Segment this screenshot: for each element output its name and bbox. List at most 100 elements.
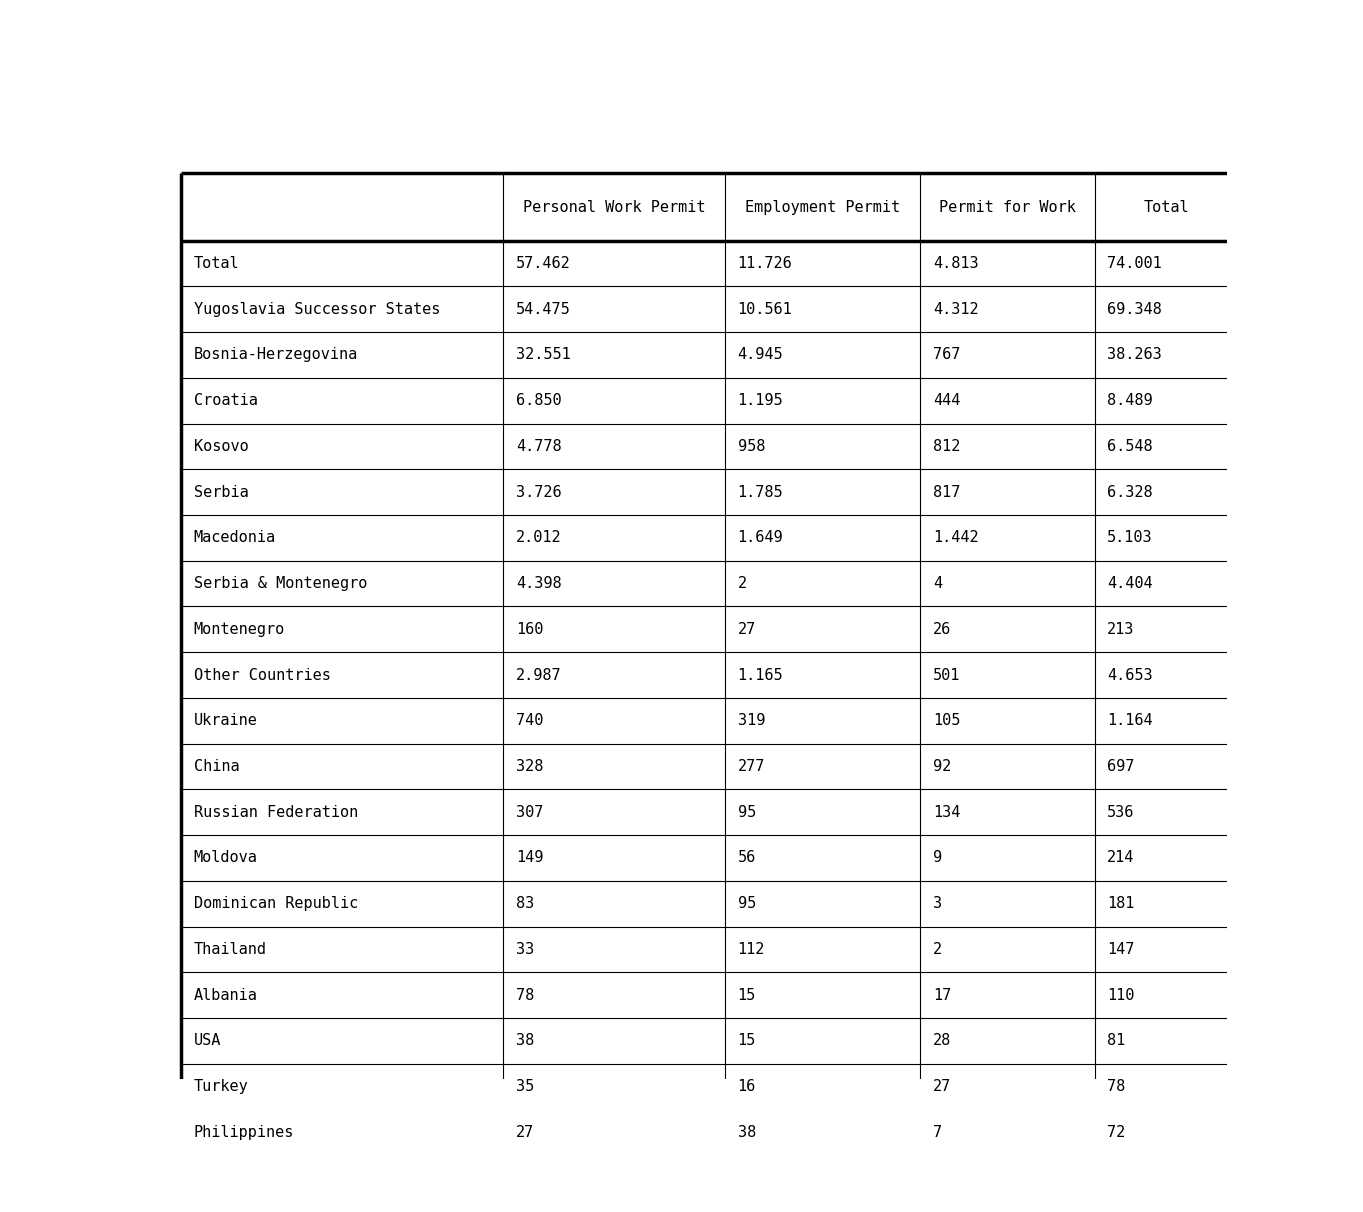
Text: 319: 319 — [737, 714, 765, 728]
Text: 4.778: 4.778 — [515, 439, 562, 454]
Text: 3.726: 3.726 — [515, 485, 562, 499]
Text: 10.561: 10.561 — [737, 302, 792, 316]
Text: Permit for Work: Permit for Work — [939, 200, 1075, 215]
Text: 4.653: 4.653 — [1107, 668, 1153, 682]
Text: 105: 105 — [934, 714, 961, 728]
Text: 28: 28 — [934, 1034, 951, 1048]
Text: 444: 444 — [934, 393, 961, 408]
Text: 149: 149 — [515, 851, 544, 865]
Text: 27: 27 — [934, 1079, 951, 1094]
Text: 38: 38 — [737, 1125, 756, 1139]
Text: 92: 92 — [934, 759, 951, 774]
Text: 812: 812 — [934, 439, 961, 454]
Text: China: China — [194, 759, 240, 774]
Text: Total: Total — [194, 256, 240, 271]
Text: 81: 81 — [1107, 1034, 1126, 1048]
Text: 767: 767 — [934, 348, 961, 362]
Text: 740: 740 — [515, 714, 544, 728]
Text: Total: Total — [1144, 200, 1189, 215]
Text: 78: 78 — [515, 988, 534, 1002]
Text: 3: 3 — [934, 896, 942, 911]
Text: Bosnia-Herzegovina: Bosnia-Herzegovina — [194, 348, 358, 362]
Text: 78: 78 — [1107, 1079, 1126, 1094]
Text: Philippines: Philippines — [194, 1125, 294, 1139]
Text: Albania: Albania — [194, 988, 258, 1002]
Text: 15: 15 — [737, 988, 756, 1002]
Text: 26: 26 — [934, 622, 951, 636]
Text: 4: 4 — [934, 576, 942, 591]
Text: Thailand: Thailand — [194, 942, 267, 957]
Text: 4.404: 4.404 — [1107, 576, 1153, 591]
Text: 7: 7 — [934, 1125, 942, 1139]
Text: Yugoslavia Successor States: Yugoslavia Successor States — [194, 302, 440, 316]
Text: 4.945: 4.945 — [737, 348, 784, 362]
Text: Moldova: Moldova — [194, 851, 258, 865]
Text: 72: 72 — [1107, 1125, 1126, 1139]
Text: 1.165: 1.165 — [737, 668, 784, 682]
Text: 501: 501 — [934, 668, 961, 682]
Text: 277: 277 — [737, 759, 765, 774]
Text: 2.987: 2.987 — [515, 668, 562, 682]
Text: 147: 147 — [1107, 942, 1135, 957]
Text: Serbia & Montenegro: Serbia & Montenegro — [194, 576, 367, 591]
Text: Ukraine: Ukraine — [194, 714, 258, 728]
Text: 328: 328 — [515, 759, 544, 774]
Text: 27: 27 — [737, 622, 756, 636]
Text: Kosovo: Kosovo — [194, 439, 248, 454]
Text: 134: 134 — [934, 805, 961, 819]
Text: 1.649: 1.649 — [737, 531, 784, 545]
Text: 11.726: 11.726 — [737, 256, 792, 271]
Text: 4.813: 4.813 — [934, 256, 979, 271]
Text: 2.012: 2.012 — [515, 531, 562, 545]
Text: 4.312: 4.312 — [934, 302, 979, 316]
Text: Montenegro: Montenegro — [194, 622, 285, 636]
Text: 214: 214 — [1107, 851, 1135, 865]
Text: 9: 9 — [934, 851, 942, 865]
Text: 1.442: 1.442 — [934, 531, 979, 545]
Text: 27: 27 — [515, 1125, 534, 1139]
Text: 160: 160 — [515, 622, 544, 636]
Text: 38: 38 — [515, 1034, 534, 1048]
Text: 112: 112 — [737, 942, 765, 957]
Text: 2: 2 — [934, 942, 942, 957]
Text: Dominican Republic: Dominican Republic — [194, 896, 358, 911]
Text: 16: 16 — [737, 1079, 756, 1094]
Text: 2: 2 — [737, 576, 747, 591]
Text: USA: USA — [194, 1034, 221, 1048]
Text: 1.785: 1.785 — [737, 485, 784, 499]
Text: 5.103: 5.103 — [1107, 531, 1153, 545]
Text: 958: 958 — [737, 439, 765, 454]
Text: Serbia: Serbia — [194, 485, 248, 499]
Text: Other Countries: Other Countries — [194, 668, 330, 682]
Text: Turkey: Turkey — [194, 1079, 248, 1094]
Text: 74.001: 74.001 — [1107, 256, 1163, 271]
Text: 6.850: 6.850 — [515, 393, 562, 408]
Text: Croatia: Croatia — [194, 393, 258, 408]
Text: 32.551: 32.551 — [515, 348, 571, 362]
Text: 35: 35 — [515, 1079, 534, 1094]
Text: 4.398: 4.398 — [515, 576, 562, 591]
Text: 17: 17 — [934, 988, 951, 1002]
Text: 6.328: 6.328 — [1107, 485, 1153, 499]
Text: Employment Permit: Employment Permit — [746, 200, 900, 215]
Text: 95: 95 — [737, 896, 756, 911]
Text: 110: 110 — [1107, 988, 1135, 1002]
Text: 33: 33 — [515, 942, 534, 957]
Text: 83: 83 — [515, 896, 534, 911]
Text: 213: 213 — [1107, 622, 1135, 636]
Text: 817: 817 — [934, 485, 961, 499]
Text: 38.263: 38.263 — [1107, 348, 1163, 362]
Text: 1.164: 1.164 — [1107, 714, 1153, 728]
Text: 57.462: 57.462 — [515, 256, 571, 271]
Text: 181: 181 — [1107, 896, 1135, 911]
Text: 6.548: 6.548 — [1107, 439, 1153, 454]
Text: Macedonia: Macedonia — [194, 531, 275, 545]
Text: 307: 307 — [515, 805, 544, 819]
Text: 536: 536 — [1107, 805, 1135, 819]
Text: 54.475: 54.475 — [515, 302, 571, 316]
Text: 69.348: 69.348 — [1107, 302, 1163, 316]
Text: 95: 95 — [737, 805, 756, 819]
Text: 8.489: 8.489 — [1107, 393, 1153, 408]
Text: 56: 56 — [737, 851, 756, 865]
Text: 15: 15 — [737, 1034, 756, 1048]
